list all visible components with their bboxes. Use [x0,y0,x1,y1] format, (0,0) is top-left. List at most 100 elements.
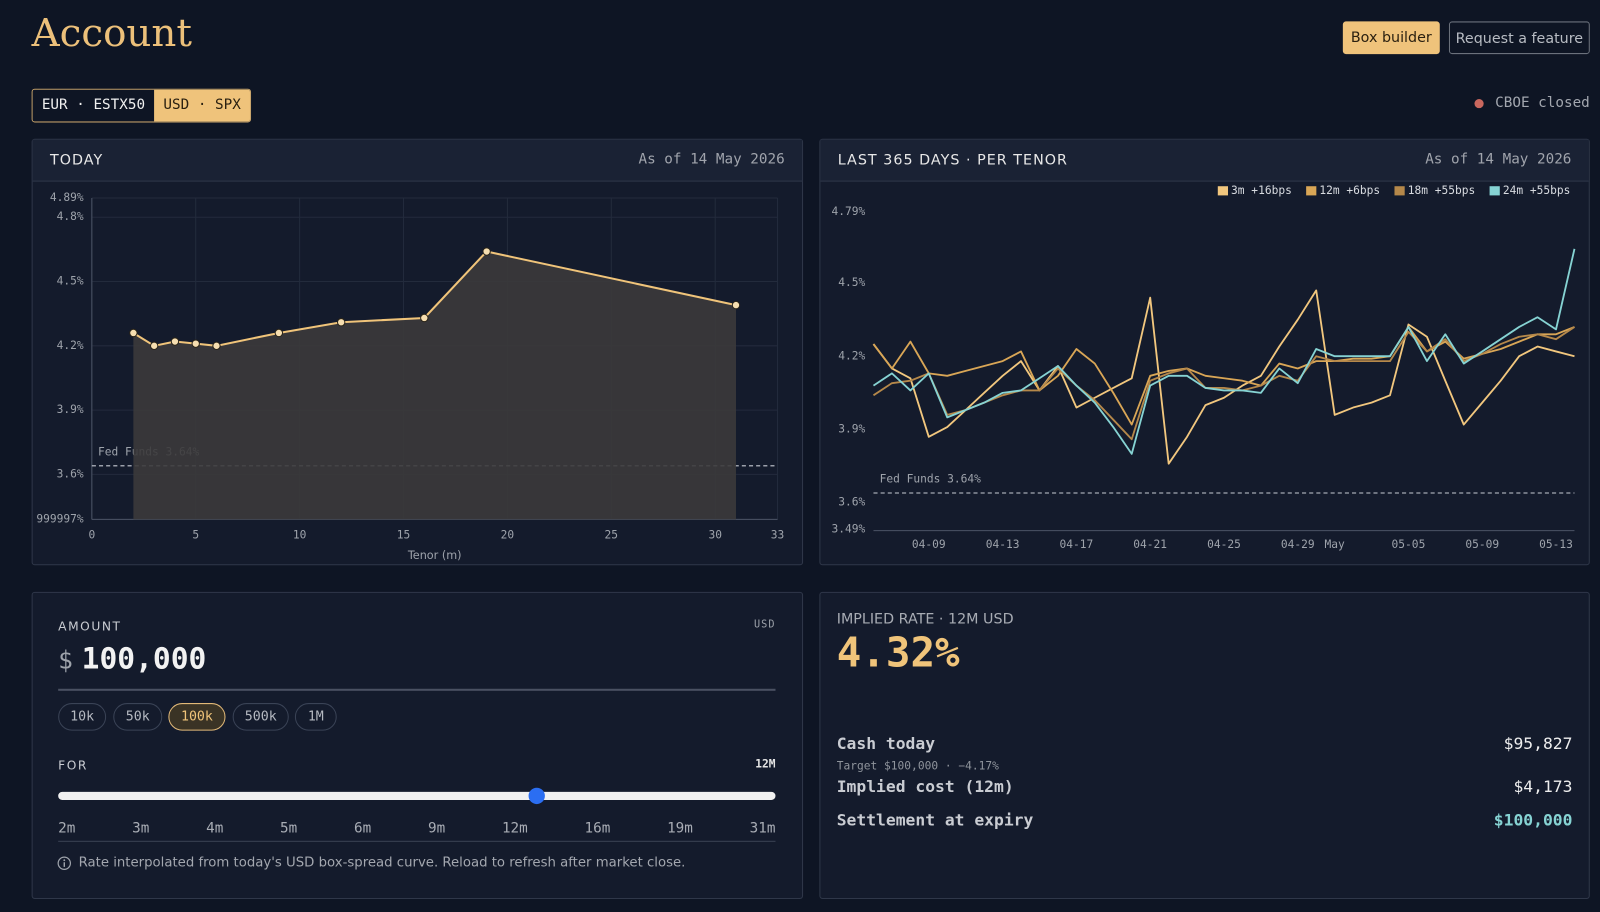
currency-symbol: $ [58,645,73,675]
x-tick-label: 30 [708,529,722,542]
x-tick-label: 10 [293,529,307,542]
amount-chip[interactable]: 100k [168,703,226,731]
amount-chip[interactable]: 50k [113,703,163,731]
area [133,251,737,520]
legend-swatch [1489,186,1500,196]
panel-title: TODAY [49,152,104,169]
slider-knob[interactable] [528,787,545,805]
marker [731,300,741,310]
info-icon [57,856,72,870]
panel-title: LAST 365 DAYS · PER TENOR [837,152,1069,169]
y-tick-label: 999997% [36,512,84,525]
implied-panel [819,591,1590,899]
panel-header: TODAY As of 14 May 2026 [32,139,803,182]
legend-swatch [1306,186,1317,196]
legend-label: 12m +6bps [1319,184,1380,197]
row-label: Settlement at expiry [836,810,1034,830]
amount-currency: USD [754,619,776,631]
market-status: CBOE closed [1495,94,1590,112]
x-tick-label: 0 [88,529,95,542]
marker [212,341,221,350]
series-line [872,248,1576,455]
duration-tick[interactable]: 16m [584,820,611,837]
reference-label: Fed Funds 3.64% [880,473,982,486]
implied-label: IMPLIED RATE · 12M USD [836,611,1014,628]
x-tick-label: 04-29 [1281,538,1315,551]
y-tick-label: 4.79% [832,205,866,218]
duration-tick[interactable]: 2m [58,820,76,837]
duration-tick[interactable]: 3m [132,820,150,837]
x-tick-label: 04-25 [1207,538,1241,551]
panel-subtitle: As of 14 May 2026 [1425,151,1572,168]
duration-tick[interactable]: 31m [749,820,776,837]
duration-tick[interactable]: 6m [354,820,372,837]
legend-label: 24m +55bps [1503,184,1571,197]
marker [420,313,429,323]
amount-label: AMOUNT [58,619,122,634]
y-tick-label: 3.49% [832,523,866,536]
x-tick-label: 25 [605,529,619,542]
series-line [872,326,1575,441]
row-value: $100,000 [1493,810,1573,830]
line [132,250,737,347]
row-label: Implied cost (12m) [836,776,1014,796]
y-tick-label: 3.6% [838,496,865,509]
x-tick-label: 05-05 [1392,538,1426,551]
duration-value: 12M [755,757,776,771]
amount-panel [31,591,804,899]
x-tick-label: 33 [771,529,785,542]
panel-subtitle: As of 14 May 2026 [638,151,785,168]
duration-tick[interactable]: 9m [427,820,446,837]
row-sub: Target $100,000 · −4.17% [836,759,999,773]
amount-chip[interactable]: 1M [294,703,337,731]
marker [129,328,138,338]
y-tick-label: 4.2% [838,349,865,362]
market-tab[interactable]: USD · SPX [154,89,251,122]
x-tick-label: 04-21 [1133,538,1167,551]
series-line [872,289,1575,465]
x-tick-label: 05-09 [1465,538,1499,551]
implied-rate: 4.32% [836,629,960,677]
market-tab[interactable]: EUR · ESTX50 [32,89,155,122]
x-tick-label: 04-09 [912,538,946,551]
slider-track[interactable] [58,791,776,800]
panel-header: LAST 365 DAYS · PER TENOR As of 14 May 2… [820,139,1589,182]
marker [337,318,346,327]
box-builder-button[interactable]: Box builder [1342,21,1440,55]
x-axis-title: Tenor (m) [407,549,462,562]
x-tick-label: 5 [192,529,199,542]
row-label: Cash today [836,733,936,754]
x-tick-label: May [1325,538,1346,551]
series-line [872,326,1575,426]
y-tick-label: 3.9% [57,403,84,416]
duration-tick[interactable]: 5m [280,820,298,837]
row-value: $95,827 [1503,733,1573,754]
marker [482,247,491,256]
amount-chip[interactable]: 10k [58,703,107,731]
duration-tick[interactable]: 12m [501,820,528,837]
x-tick-label: 05-13 [1539,538,1573,551]
footnote: Rate interpolated from today's USD box-s… [78,855,686,871]
marker [191,339,200,348]
legend-swatch [1217,186,1228,196]
duration-label: FOR [58,758,88,773]
amount-chip[interactable]: 500k [232,703,289,731]
duration-tick[interactable]: 19m [667,820,693,837]
y-tick-label: 4.8% [57,210,84,223]
x-tick-label: 04-13 [986,538,1020,551]
y-tick-label: 3.9% [838,423,865,436]
marker [149,341,159,350]
legend-swatch [1394,186,1405,196]
y-tick-label: 4.89% [50,191,84,204]
request-feature-button[interactable]: Request a feature [1448,21,1590,55]
divider [58,840,776,842]
page-title: Account [31,10,192,56]
amount-value[interactable]: 100,000 [81,640,207,676]
status-dot [1474,98,1484,109]
y-tick-label: 4.2% [57,339,84,352]
duration-tick[interactable]: 4m [206,820,224,837]
y-tick-label: 4.5% [57,275,84,288]
